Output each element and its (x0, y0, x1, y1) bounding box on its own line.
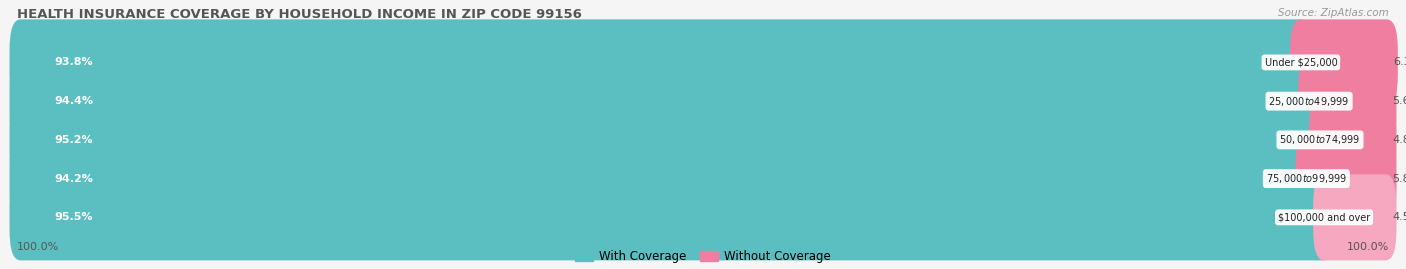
Text: 5.8%: 5.8% (1392, 174, 1406, 184)
Text: 95.2%: 95.2% (55, 135, 93, 145)
Text: $25,000 to $49,999: $25,000 to $49,999 (1268, 95, 1350, 108)
Text: $100,000 and over: $100,000 and over (1278, 212, 1371, 222)
Text: $50,000 to $74,999: $50,000 to $74,999 (1279, 133, 1361, 146)
Legend: With Coverage, Without Coverage: With Coverage, Without Coverage (575, 250, 831, 263)
Text: 100.0%: 100.0% (17, 242, 59, 253)
Text: 6.3%: 6.3% (1393, 57, 1406, 68)
FancyBboxPatch shape (10, 19, 1396, 105)
FancyBboxPatch shape (1295, 136, 1396, 222)
Text: HEALTH INSURANCE COVERAGE BY HOUSEHOLD INCOME IN ZIP CODE 99156: HEALTH INSURANCE COVERAGE BY HOUSEHOLD I… (17, 8, 582, 21)
FancyBboxPatch shape (10, 136, 1396, 222)
Text: 94.4%: 94.4% (55, 96, 94, 106)
Text: 95.5%: 95.5% (55, 212, 93, 222)
FancyBboxPatch shape (10, 58, 1320, 144)
FancyBboxPatch shape (1289, 19, 1398, 105)
Text: 93.8%: 93.8% (55, 57, 93, 68)
Text: 100.0%: 100.0% (1347, 242, 1389, 253)
Text: 5.6%: 5.6% (1392, 96, 1406, 106)
Text: 94.2%: 94.2% (55, 174, 93, 184)
FancyBboxPatch shape (10, 97, 1331, 183)
FancyBboxPatch shape (1298, 58, 1396, 144)
Text: Source: ZipAtlas.com: Source: ZipAtlas.com (1278, 8, 1389, 18)
FancyBboxPatch shape (1309, 97, 1396, 183)
FancyBboxPatch shape (10, 97, 1396, 183)
FancyBboxPatch shape (10, 174, 1396, 260)
Text: 4.5%: 4.5% (1392, 212, 1406, 222)
Text: Under $25,000: Under $25,000 (1264, 57, 1337, 68)
FancyBboxPatch shape (10, 174, 1336, 260)
Text: 4.8%: 4.8% (1392, 135, 1406, 145)
FancyBboxPatch shape (10, 19, 1312, 105)
FancyBboxPatch shape (10, 136, 1317, 222)
FancyBboxPatch shape (10, 58, 1396, 144)
FancyBboxPatch shape (1313, 174, 1396, 260)
Text: $75,000 to $99,999: $75,000 to $99,999 (1265, 172, 1347, 185)
